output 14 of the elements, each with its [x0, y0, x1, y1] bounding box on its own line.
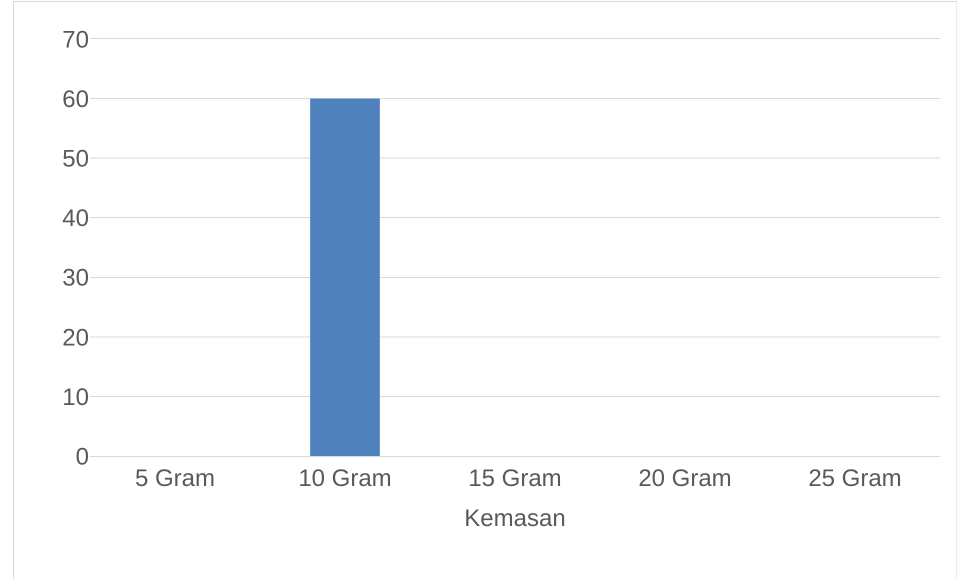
x-tick-label: 5 Gram [134, 464, 216, 492]
y-tick-label: 30 [62, 264, 89, 292]
x-tick-label: 10 Gram [298, 464, 392, 492]
x-tick-label: 20 Gram [638, 464, 732, 492]
x-tick-label: 25 Gram [808, 464, 902, 492]
y-tick-label: 20 [62, 324, 89, 352]
x-axis-title: Kemasan [464, 505, 566, 532]
y-tick-label: 40 [62, 205, 89, 232]
y-tick-label: 10 [62, 384, 89, 411]
y-tick-label: 0 [76, 443, 89, 470]
y-tick-label: 60 [62, 86, 89, 113]
y-tick-label: 50 [62, 146, 89, 173]
x-tick-label: 15 Gram [468, 464, 562, 492]
y-tick-label: 70 [62, 26, 89, 54]
